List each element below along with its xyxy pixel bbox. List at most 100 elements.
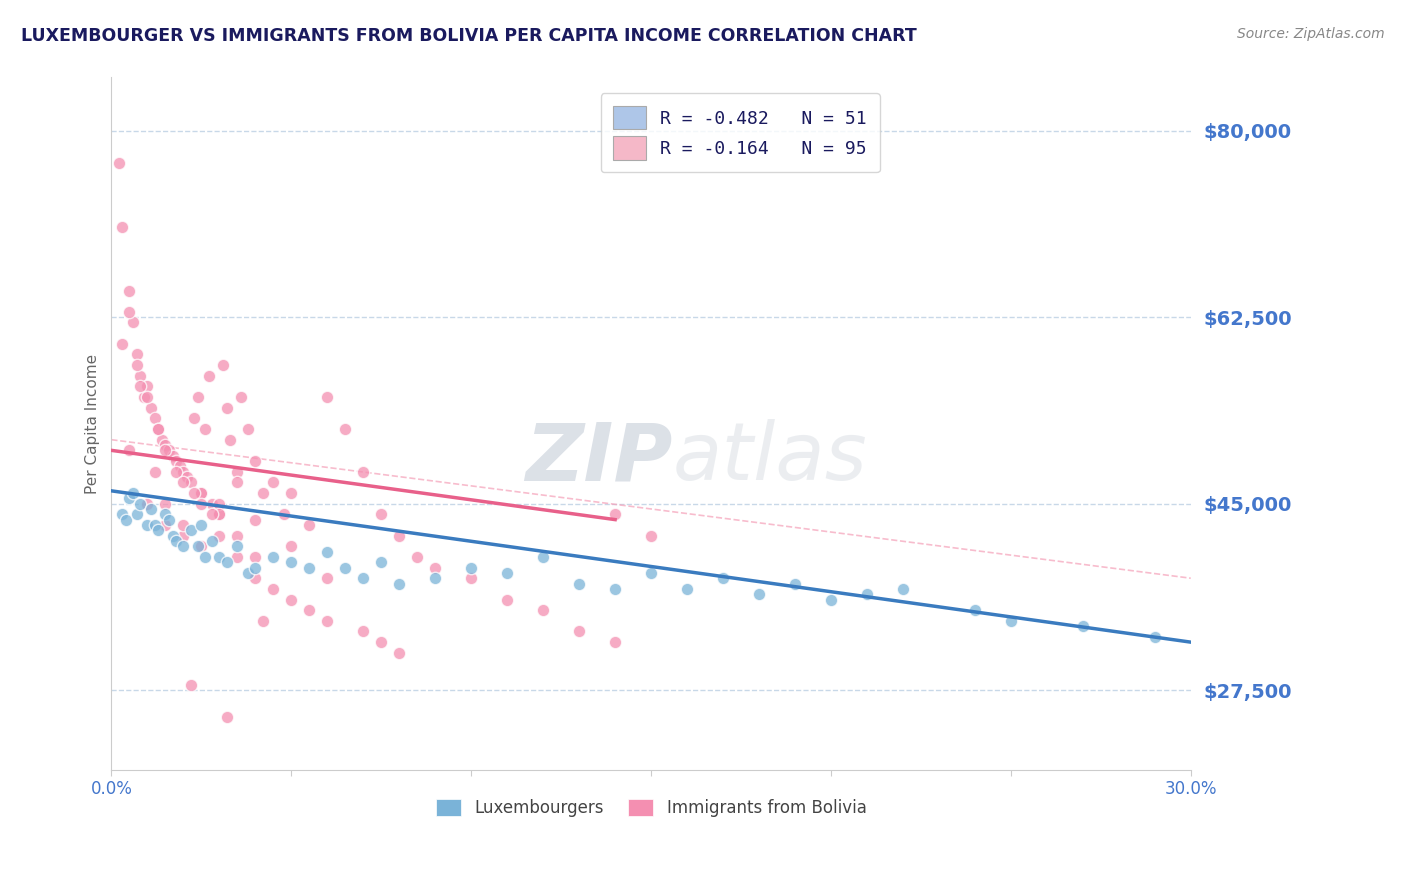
Legend: Luxembourgers, Immigrants from Bolivia: Luxembourgers, Immigrants from Bolivia [429,792,873,824]
Point [180,475,202,490]
Point [118,443,141,458]
Point [107,155,129,169]
Point [148,422,170,436]
Point [125,508,148,522]
Point [245,571,267,585]
Point [148,422,170,436]
Point [370,555,392,569]
Point [226,528,249,542]
Point [155,508,177,522]
Point [136,497,159,511]
Point [139,401,162,415]
Point [157,513,180,527]
Point [820,592,842,607]
Point [298,603,321,617]
Point [215,710,238,724]
Point [208,528,231,542]
Point [370,508,392,522]
Point [190,517,212,532]
Point [352,624,374,639]
Point [252,486,274,500]
Point [136,379,159,393]
Point [180,678,202,692]
Point [298,560,321,574]
Point [201,497,224,511]
Point [245,513,267,527]
Point [568,624,591,639]
Point [155,517,177,532]
Point [963,603,986,617]
Point [125,347,148,361]
Point [136,390,159,404]
Point [143,411,166,425]
Point [111,336,134,351]
Text: LUXEMBOURGER VS IMMIGRANTS FROM BOLIVIA PER CAPITA INCOME CORRELATION CHART: LUXEMBOURGER VS IMMIGRANTS FROM BOLIVIA … [21,27,917,45]
Point [226,539,249,553]
Point [129,497,152,511]
Point [190,486,212,500]
Point [226,475,249,490]
Point [568,576,591,591]
Point [215,555,238,569]
Point [165,454,187,468]
Point [111,508,134,522]
Point [208,497,231,511]
Point [183,486,205,500]
Point [388,576,411,591]
Point [496,592,519,607]
Point [783,576,806,591]
Point [856,587,879,601]
Point [155,443,177,458]
Point [172,517,194,532]
Point [229,390,252,404]
Point [187,390,209,404]
Point [139,502,162,516]
Point [132,390,155,404]
Point [406,549,429,564]
Point [118,305,141,319]
Point [425,560,447,574]
Point [201,533,224,548]
Point [180,523,202,537]
Point [891,582,914,596]
Point [118,284,141,298]
Point [352,571,374,585]
Point [162,449,184,463]
Point [215,401,238,415]
Point [335,560,357,574]
Point [172,475,194,490]
Point [388,646,411,660]
Text: ZIP: ZIP [526,419,672,498]
Point [298,517,321,532]
Point [219,433,242,447]
Point [273,508,295,522]
Point [190,539,212,553]
Point [603,582,626,596]
Point [129,379,152,393]
Point [194,422,217,436]
Point [262,549,284,564]
Point [252,614,274,628]
Point [316,614,339,628]
Point [280,592,302,607]
Point [245,549,267,564]
Point [208,508,231,522]
Point [212,358,235,372]
Point [226,465,249,479]
Point [169,459,191,474]
Point [165,465,187,479]
Point [136,517,159,532]
Point [183,411,205,425]
Point [190,486,212,500]
Point [496,566,519,580]
Point [640,566,662,580]
Point [187,539,209,553]
Point [748,587,770,601]
Point [148,523,170,537]
Point [370,635,392,649]
Point [176,470,198,484]
Y-axis label: Per Capita Income: Per Capita Income [86,353,100,494]
Point [1143,630,1166,644]
Point [129,368,152,383]
Point [316,544,339,558]
